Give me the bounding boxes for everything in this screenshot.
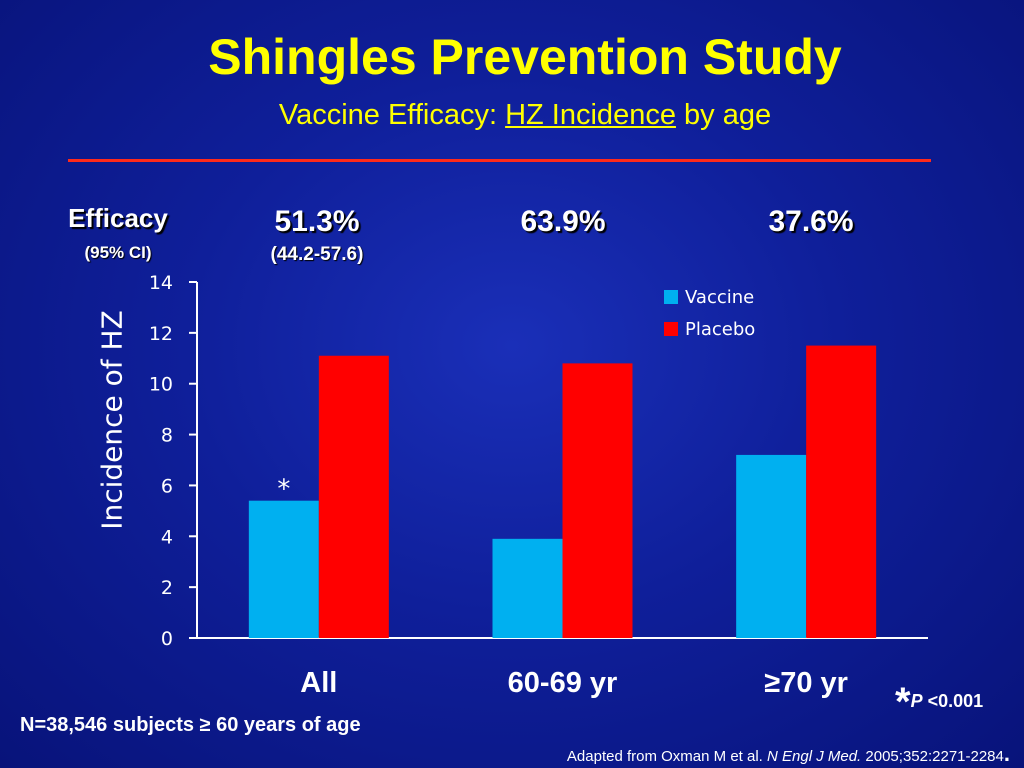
y-tick-label: 14 bbox=[149, 272, 173, 294]
bar-placebo-70plus bbox=[806, 345, 877, 638]
chart-legend: Vaccine Placebo bbox=[664, 281, 755, 345]
significance-asterisk: * bbox=[277, 475, 290, 505]
source-end: . bbox=[1003, 741, 1010, 766]
efficacy-ci-label: (95% CI) bbox=[84, 243, 152, 262]
efficacy-value-70plus: 37.6% bbox=[768, 205, 854, 238]
y-tick-label: 12 bbox=[149, 323, 173, 345]
bar-vaccine-all bbox=[248, 500, 319, 638]
slide-title: Shingles Prevention Study bbox=[208, 29, 842, 85]
p-value-symbol: P bbox=[910, 691, 923, 711]
y-tick-label: 6 bbox=[161, 475, 173, 497]
source-journal: N Engl J Med. bbox=[767, 748, 862, 765]
x-tick-label-all: All bbox=[300, 667, 337, 699]
p-value-star: * bbox=[895, 680, 911, 724]
efficacy-label: Efficacy bbox=[68, 203, 168, 233]
y-tick-label: 2 bbox=[161, 577, 173, 599]
subtitle-underlined: HZ Incidence bbox=[505, 99, 676, 131]
efficacy-value-all: 51.3% bbox=[274, 205, 360, 238]
x-tick-label-70plus: ≥70 yr bbox=[764, 667, 848, 699]
efficacy-ci-all: (44.2-57.6) bbox=[270, 244, 364, 265]
subtitle-suffix: by age bbox=[675, 99, 772, 131]
bar-vaccine-60-69 bbox=[492, 538, 563, 638]
x-tick-label-60-69: 60-69 yr bbox=[508, 667, 618, 699]
bar-vaccine-70plus bbox=[736, 454, 807, 638]
title-divider bbox=[68, 159, 931, 162]
legend-swatch-placebo bbox=[664, 322, 678, 336]
legend-label-vaccine: Vaccine bbox=[685, 286, 755, 308]
legend-label-placebo: Placebo bbox=[685, 318, 756, 340]
p-value-note: *P <0.001 bbox=[895, 680, 983, 725]
sample-size-note: N=38,546 subjects ≥ 60 years of age bbox=[20, 714, 361, 736]
bar-placebo-all bbox=[318, 355, 389, 638]
slide-subtitle: Vaccine Efficacy: HZ Incidence by age bbox=[0, 101, 1024, 130]
y-tick-label: 0 bbox=[161, 628, 173, 650]
legend-swatch-vaccine bbox=[664, 290, 678, 304]
y-tick-label: 10 bbox=[149, 374, 173, 396]
efficacy-value-60-69: 63.9% bbox=[520, 205, 606, 238]
source-citation: Adapted from Oxman M et al. N Engl J Med… bbox=[567, 741, 1010, 767]
bar-placebo-60-69 bbox=[562, 363, 633, 638]
source-suffix: 2005;352:2271-2284 bbox=[861, 748, 1004, 765]
legend-item-vaccine: Vaccine bbox=[664, 281, 755, 313]
subtitle-prefix: Vaccine Efficacy: bbox=[278, 99, 506, 131]
y-tick-label: 4 bbox=[161, 526, 173, 548]
y-tick-label: 8 bbox=[161, 425, 173, 447]
legend-item-placebo: Placebo bbox=[664, 313, 755, 345]
p-value-text: <0.001 bbox=[922, 691, 984, 711]
source-prefix: Adapted from Oxman M et al. bbox=[566, 748, 768, 765]
